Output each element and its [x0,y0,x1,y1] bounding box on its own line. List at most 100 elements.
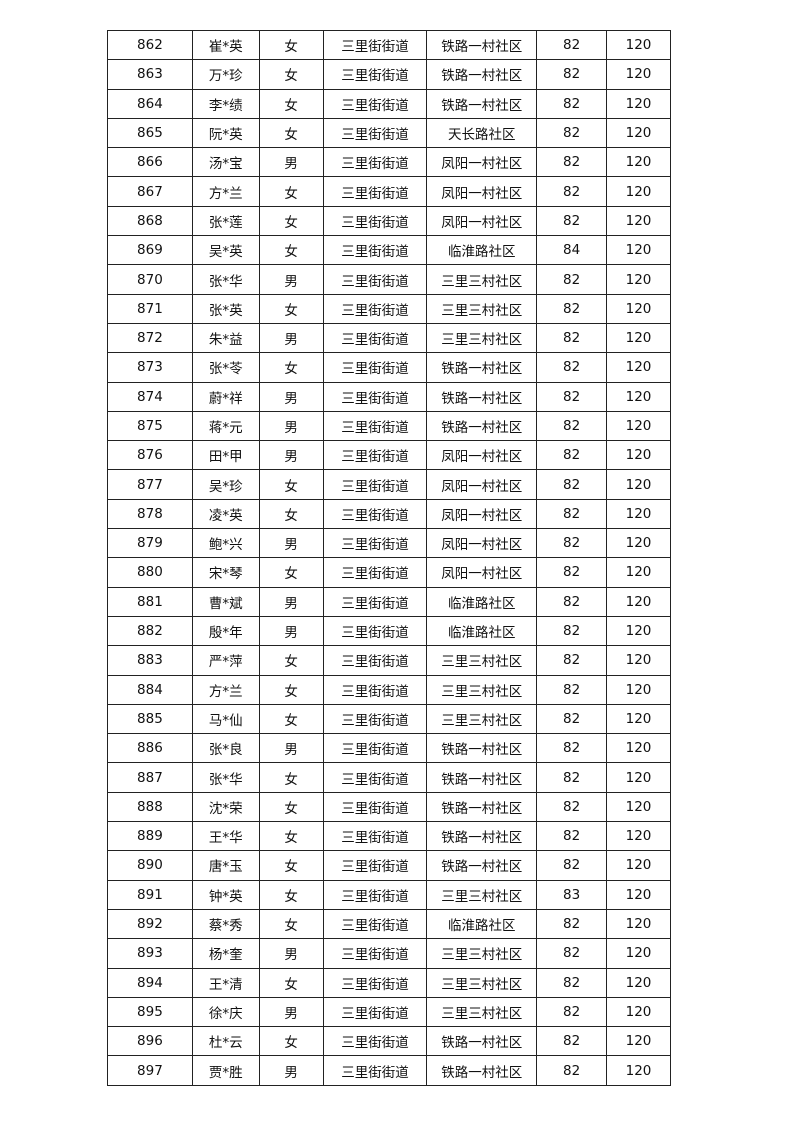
gender-cell: 女 [258,205,324,237]
row-number-cell: 896 [107,1026,193,1057]
table-row: 890 唐*玉女三里街街道 铁路一村社区 82 120 [107,850,671,881]
community-cell: 三里三村社区 [426,264,538,295]
age-cell: 82 [536,59,608,90]
row-number-cell: 872 [107,322,193,354]
gender-cell: 女 [258,176,324,207]
gender-cell: 男 [258,938,324,969]
gender-cell: 女 [258,557,324,588]
name-cell: 马*仙 [191,703,260,735]
table-row: 879 鲍*兴男三里街街道 凤阳一村社区 82 120 [107,528,671,559]
row-number-cell: 895 [107,996,193,1028]
table-row: 886 张*良男三里街街道 铁路一村社区 82 120 [107,733,671,764]
street-cell: 三里街街道 [322,674,428,705]
table-row: 889 王*华女三里街街道 铁路一村社区 82 120 [107,821,671,852]
street-cell: 三里街街道 [322,586,428,617]
gender-cell: 男 [258,322,324,354]
row-number-cell: 894 [107,967,193,998]
gender-cell: 男 [258,1055,324,1086]
gender-cell: 女 [258,703,324,735]
row-number-cell: 867 [107,176,193,207]
community-cell: 凤阳一村社区 [426,176,538,207]
street-cell: 三里街街道 [322,879,428,910]
amount-cell: 120 [606,528,671,559]
amount-cell: 120 [606,381,671,412]
name-cell: 唐*玉 [191,850,260,881]
gender-cell: 女 [258,967,324,998]
community-cell: 三里三村社区 [426,645,538,676]
name-cell: 王*华 [191,821,260,852]
street-cell: 三里街街道 [322,59,428,90]
row-number-cell: 875 [107,410,193,442]
amount-cell: 120 [606,469,671,500]
community-cell: 凤阳一村社区 [426,147,538,178]
street-cell: 三里街街道 [322,908,428,940]
row-number-cell: 877 [107,469,193,500]
street-cell: 三里街街道 [322,1055,428,1086]
community-cell: 三里三村社区 [426,879,538,910]
age-cell: 82 [536,762,608,793]
street-cell: 三里街街道 [322,469,428,500]
age-cell: 82 [536,996,608,1028]
amount-cell: 120 [606,205,671,237]
street-cell: 三里街街道 [322,235,428,266]
row-number-cell: 884 [107,674,193,705]
row-number-cell: 880 [107,557,193,588]
name-cell: 张*良 [191,733,260,764]
age-cell: 82 [536,1026,608,1057]
amount-cell: 120 [606,29,671,61]
street-cell: 三里街街道 [322,967,428,998]
community-cell: 铁路一村社区 [426,59,538,90]
table-row: 880 宋*琴女三里街街道 凤阳一村社区 82 120 [107,557,671,588]
name-cell: 贾*胜 [191,1055,260,1086]
street-cell: 三里街街道 [322,205,428,237]
table-row: 866 汤*宝男三里街街道 凤阳一村社区 82 120 [107,147,671,178]
street-cell: 三里街街道 [322,410,428,442]
street-cell: 三里街街道 [322,938,428,969]
age-cell: 82 [536,821,608,852]
row-number-cell: 891 [107,879,193,910]
table-row: 891 钟*英女三里街街道 三里三村社区 83 120 [107,879,671,910]
gender-cell: 女 [258,235,324,266]
street-cell: 三里街街道 [322,762,428,793]
age-cell: 84 [536,235,608,266]
age-cell: 82 [536,88,608,119]
table-row: 895 徐*庆男三里街街道 三里三村社区 82 120 [107,996,671,1028]
street-cell: 三里街街道 [322,117,428,149]
amount-cell: 120 [606,762,671,793]
table-row: 881 曹*斌男三里街街道 临淮路社区 82 120 [107,586,671,617]
row-number-cell: 866 [107,147,193,178]
age-cell: 82 [536,615,608,647]
age-cell: 82 [536,469,608,500]
community-cell: 三里三村社区 [426,674,538,705]
row-number-cell: 886 [107,733,193,764]
amount-cell: 120 [606,440,671,471]
name-cell: 凌*英 [191,498,260,530]
row-number-cell: 888 [107,791,193,823]
community-cell: 凤阳一村社区 [426,440,538,471]
amount-cell: 120 [606,235,671,266]
age-cell: 82 [536,29,608,61]
gender-cell: 男 [258,381,324,412]
community-cell: 铁路一村社区 [426,1055,538,1086]
amount-cell: 120 [606,557,671,588]
name-cell: 朱*益 [191,322,260,354]
name-cell: 王*清 [191,967,260,998]
table-row: 896 杜*云女三里街街道 铁路一村社区 82 120 [107,1026,671,1057]
row-number-cell: 874 [107,381,193,412]
table-row: 876 田*甲男三里街街道 凤阳一村社区 82 120 [107,440,671,471]
gender-cell: 女 [258,791,324,823]
age-cell: 82 [536,352,608,383]
age-cell: 82 [536,703,608,735]
amount-cell: 120 [606,938,671,969]
gender-cell: 女 [258,821,324,852]
age-cell: 82 [536,147,608,178]
gender-cell: 女 [258,117,324,149]
name-cell: 曹*斌 [191,586,260,617]
table-row: 872 朱*益男三里街街道 三里三村社区 82 120 [107,322,671,354]
amount-cell: 120 [606,586,671,617]
name-cell: 蒋*元 [191,410,260,442]
name-cell: 徐*庆 [191,996,260,1028]
name-cell: 蔡*秀 [191,908,260,940]
street-cell: 三里街街道 [322,850,428,881]
table-row: 894 王*清女三里街街道 三里三村社区 82 120 [107,967,671,998]
